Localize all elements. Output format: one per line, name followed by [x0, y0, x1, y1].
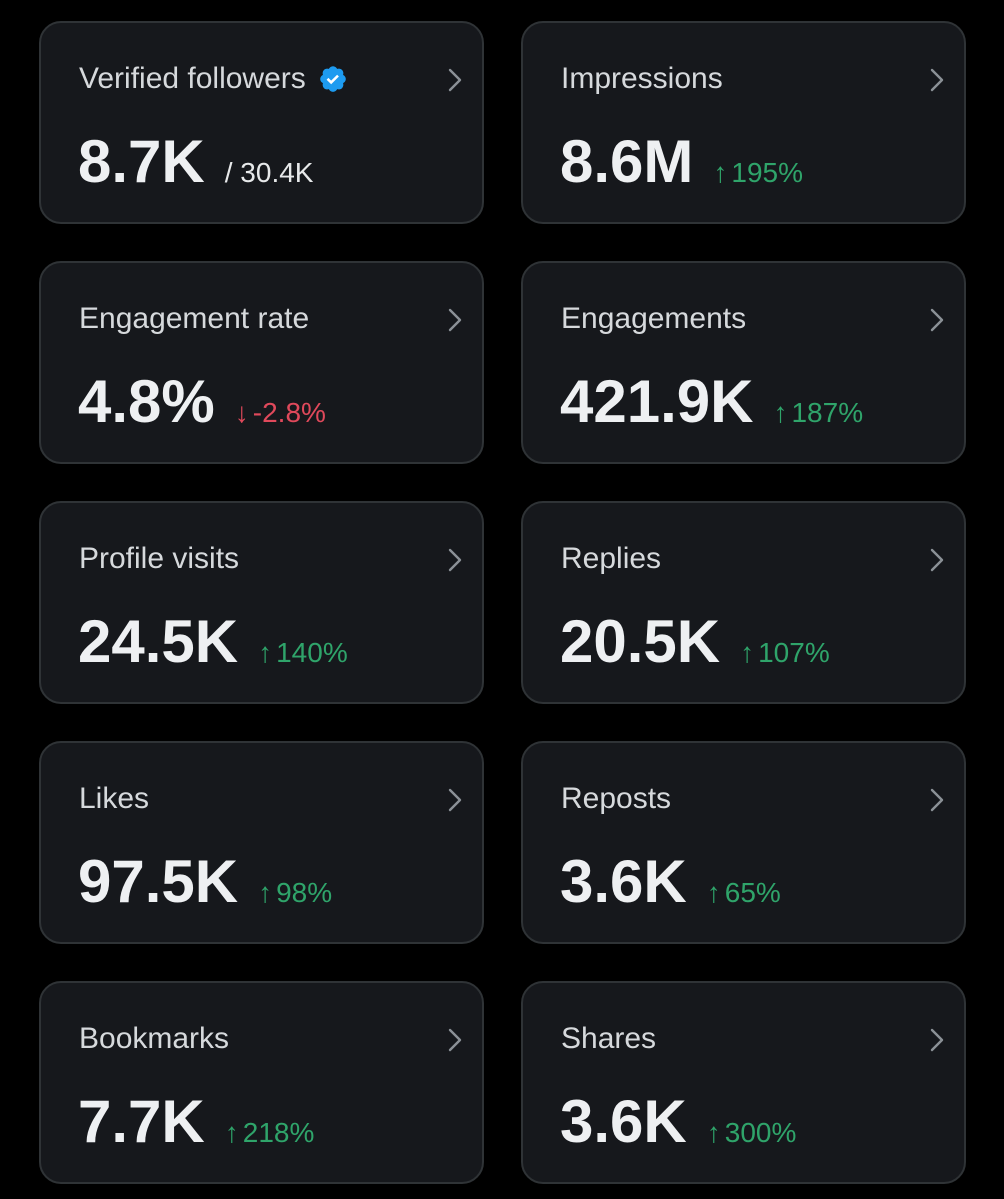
metric-delta-value: 140%: [276, 637, 348, 668]
metric-delta: ↑ 107%: [740, 637, 830, 669]
metric-title-text: Shares: [561, 1022, 657, 1055]
chevron-right-icon: [930, 1028, 944, 1052]
metrics-grid: Verified followers 8.7K / 30.4K Impressi…: [39, 21, 966, 1184]
metric-title-text: Impressions: [561, 62, 723, 95]
chevron-right-icon: [448, 68, 462, 92]
chevron-right-icon: [930, 548, 944, 572]
arrow-down-icon: ↓: [234, 397, 249, 428]
metric-delta: ↑ 195%: [713, 157, 803, 189]
metric-delta: ↑ 98%: [258, 877, 332, 909]
arrow-up-icon: ↑: [706, 1117, 721, 1148]
metric-delta-value: 187%: [791, 397, 864, 428]
metric-title-text: Replies: [561, 542, 662, 575]
metric-value: 97.5K: [78, 848, 239, 915]
metric-card-engagement-rate[interactable]: Engagement rate 4.8% ↓ -2.8%: [39, 261, 484, 464]
arrow-up-icon: ↑: [713, 157, 728, 188]
metric-value-row: 24.5K ↑ 140%: [78, 607, 348, 677]
metric-title-text: Engagements: [561, 302, 747, 335]
metric-delta-value: 218%: [242, 1117, 315, 1148]
metric-delta-value: 195%: [731, 157, 804, 188]
metric-title: Bookmarks: [79, 1021, 229, 1057]
arrow-up-icon: ↑: [706, 877, 721, 908]
metric-title: Impressions: [561, 61, 723, 97]
metric-value-row: 3.6K ↑ 300%: [560, 1087, 796, 1157]
metric-value-row: 3.6K ↑ 65%: [560, 847, 781, 917]
metric-total-value: / 30.4K: [224, 157, 314, 188]
metric-card-engagements[interactable]: Engagements 421.9K ↑ 187%: [521, 261, 966, 464]
chevron-right-icon: [930, 68, 944, 92]
metric-title-text: Verified followers: [79, 62, 306, 95]
metric-delta: ↑ 187%: [773, 397, 863, 429]
metric-title: Reposts: [561, 781, 671, 817]
chevron-right-icon: [448, 548, 462, 572]
metric-delta-value: 300%: [724, 1117, 797, 1148]
metric-title-text: Bookmarks: [79, 1022, 230, 1055]
metric-value: 3.6K: [560, 848, 687, 915]
metric-value-row: 8.7K / 30.4K: [78, 127, 313, 197]
metric-value-row: 421.9K ↑ 187%: [560, 367, 863, 437]
metric-title-text: Profile visits: [79, 542, 240, 575]
metric-value: 24.5K: [78, 608, 239, 675]
metric-delta: ↑ 140%: [258, 637, 348, 669]
metric-value: 4.8%: [78, 368, 215, 435]
metric-delta: ↓ -2.8%: [235, 397, 326, 429]
metric-value: 8.7K: [78, 128, 205, 195]
metric-delta-value: 107%: [758, 637, 830, 668]
arrow-up-icon: ↑: [740, 637, 755, 668]
metric-card-replies[interactable]: Replies 20.5K ↑ 107%: [521, 501, 966, 704]
arrow-up-icon: ↑: [224, 1117, 239, 1148]
metric-delta-value: 98%: [276, 877, 333, 908]
chevron-right-icon: [448, 788, 462, 812]
verified-badge-icon: [319, 66, 346, 92]
chevron-right-icon: [448, 308, 462, 332]
metric-title: Profile visits: [79, 541, 239, 577]
metric-title: Replies: [561, 541, 661, 577]
metric-delta-value: 65%: [724, 877, 781, 908]
metric-card-likes[interactable]: Likes 97.5K ↑ 98%: [39, 741, 484, 944]
metric-title: Engagement rate: [79, 301, 309, 337]
metric-value: 3.6K: [560, 1088, 687, 1155]
metric-value: 8.6M: [560, 128, 694, 195]
arrow-up-icon: ↑: [258, 877, 273, 908]
metric-card-impressions[interactable]: Impressions 8.6M ↑ 195%: [521, 21, 966, 224]
chevron-right-icon: [930, 308, 944, 332]
metric-value-row: 20.5K ↑ 107%: [560, 607, 830, 677]
metric-value: 20.5K: [560, 608, 721, 675]
metric-delta: ↑ 300%: [707, 1117, 797, 1149]
metric-title: Shares: [561, 1021, 656, 1057]
metric-value-row: 7.7K ↑ 218%: [78, 1087, 314, 1157]
metric-title: Verified followers: [79, 61, 348, 97]
metric-title-text: Engagement rate: [79, 302, 310, 335]
metric-title-text: Likes: [79, 782, 150, 815]
metric-card-profile-visits[interactable]: Profile visits 24.5K ↑ 140%: [39, 501, 484, 704]
metric-value-row: 97.5K ↑ 98%: [78, 847, 332, 917]
metric-title-text: Reposts: [561, 782, 672, 815]
metric-value: 421.9K: [560, 368, 754, 435]
metric-delta-value: -2.8%: [252, 397, 326, 428]
metric-value-row: 8.6M ↑ 195%: [560, 127, 803, 197]
metric-title: Engagements: [561, 301, 746, 337]
metric-value-row: 4.8% ↓ -2.8%: [78, 367, 326, 437]
metric-title: Likes: [79, 781, 149, 817]
arrow-up-icon: ↑: [258, 637, 273, 668]
metric-card-verified-followers[interactable]: Verified followers 8.7K / 30.4K: [39, 21, 484, 224]
metric-card-bookmarks[interactable]: Bookmarks 7.7K ↑ 218%: [39, 981, 484, 1184]
metric-delta: ↑ 218%: [225, 1117, 315, 1149]
metric-card-reposts[interactable]: Reposts 3.6K ↑ 65%: [521, 741, 966, 944]
metric-value: 7.7K: [78, 1088, 205, 1155]
metric-card-shares[interactable]: Shares 3.6K ↑ 300%: [521, 981, 966, 1184]
metric-delta: ↑ 65%: [707, 877, 781, 909]
chevron-right-icon: [448, 1028, 462, 1052]
chevron-right-icon: [930, 788, 944, 812]
arrow-up-icon: ↑: [773, 397, 788, 428]
